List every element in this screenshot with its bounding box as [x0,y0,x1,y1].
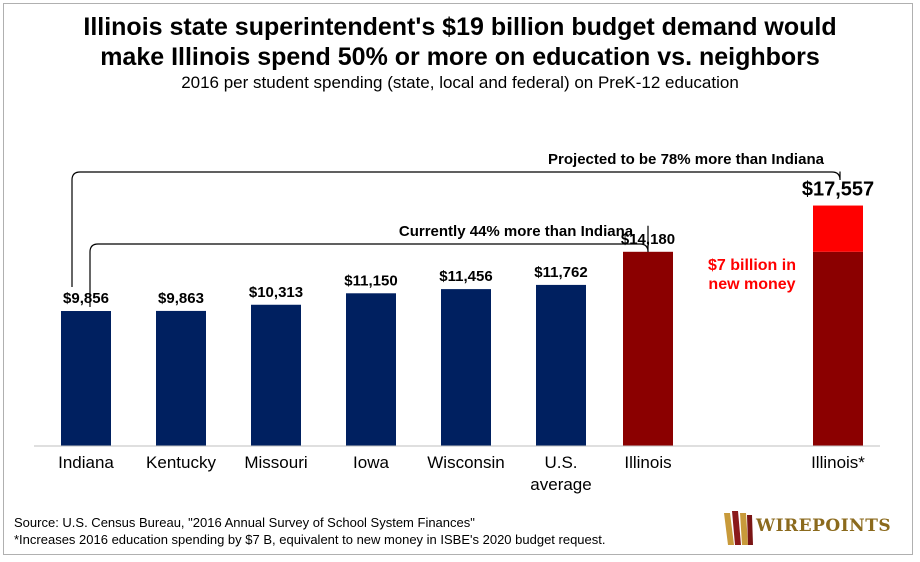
title-line-1: Illinois state superintendent's $19 bill… [83,13,837,41]
bracket-projected [71,171,841,288]
bar-wisconsin [441,289,491,446]
bracket-projected-label: Projected to be 78% more than Indiana [548,151,825,168]
logo-text: WIREPOINTS [756,516,892,536]
bar-kentucky [156,310,206,446]
wirepoints-logo: WIREPOINTS [722,507,908,549]
bracket-current-label: Currently 44% more than Indiana [399,223,634,240]
category-label-4: Wisconsin [427,453,504,472]
value-label-5: $11,762 [534,264,587,281]
value-label-1: $9,863 [158,290,204,307]
value-label-3: $11,150 [344,272,397,289]
value-label-4: $11,456 [439,268,492,285]
bar-illinois-projected-base [813,251,863,446]
bracket-current [89,225,649,308]
category-label-3: Iowa [353,453,389,472]
chart-title: Illinois state superintendent's $19 bill… [0,12,920,72]
category-label-0: Indiana [58,453,114,472]
category-label-1: Kentucky [146,453,216,472]
title-line-2: make Illinois spend 50% or more on educa… [100,43,820,71]
chart-frame [3,3,913,555]
category-label-2: Missouri [244,453,307,472]
new-money-label-line2: new money [708,276,795,293]
category-label-6: Illinois [624,453,671,472]
value-label-0: $9,856 [63,290,109,307]
category-label-7: Illinois* [811,453,865,472]
value-label-7: $17,557 [802,179,874,201]
bar-iowa [346,293,396,446]
category-label-5-line2: average [530,475,591,494]
value-label-2: $10,313 [249,284,303,301]
bar-indiana [61,311,111,446]
logo-mark-icon [724,511,753,545]
bar-illinois-projected-new-money [813,205,863,252]
bar-missouri [251,304,301,446]
sources-block: Source: U.S. Census Bureau, "2016 Annual… [14,514,606,548]
footnote-line: *Increases 2016 education spending by $7… [14,532,606,547]
bar-u-s-average [536,284,586,446]
category-label-5: U.S. [544,453,577,472]
bar-illinois [623,251,673,446]
chart-subtitle: 2016 per student spending (state, local … [181,73,739,92]
source-line: Source: U.S. Census Bureau, "2016 Annual… [14,515,475,530]
new-money-label-line1: $7 billion in [708,257,796,274]
